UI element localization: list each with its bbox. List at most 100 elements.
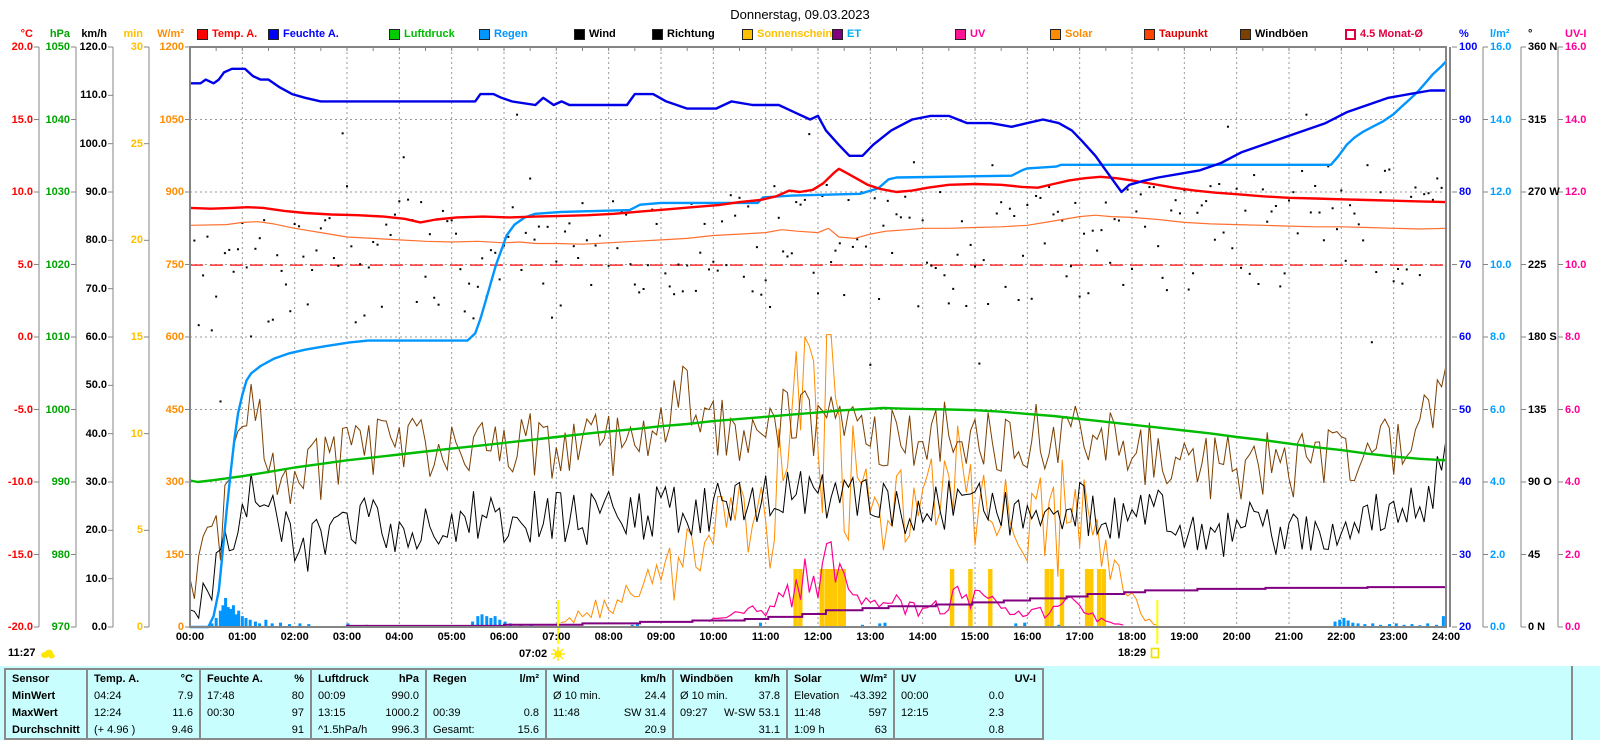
sunshine-axis-unit: min <box>123 28 143 40</box>
legend-label: Regen <box>494 28 528 40</box>
series-wind-direction-dot <box>1052 213 1055 216</box>
direction-axis-label: 180 S <box>1528 331 1557 343</box>
series-wind-direction-dot <box>808 133 811 136</box>
table-cell-value: 15.6 <box>517 723 539 736</box>
series-wind-direction-dot <box>537 225 540 228</box>
solar-axis-label: 600 <box>165 331 184 343</box>
wind-axis-label: 0.0 <box>91 621 107 633</box>
table-cell-label: Elevation <box>794 689 840 702</box>
time-axis-label: 08:00 <box>594 631 623 643</box>
direction-axis-label: 360 N <box>1528 41 1558 53</box>
series-wind-direction-dot <box>982 259 985 262</box>
series-wind-direction-dot <box>328 217 331 220</box>
time-axis-label: 20:00 <box>1222 631 1251 643</box>
series-wind-direction-dot <box>472 317 475 320</box>
time-axis-label: 19:00 <box>1170 631 1199 643</box>
series-wind-direction-dot <box>393 213 396 216</box>
series-wind-direction-dot <box>1414 186 1417 189</box>
series-wind-direction-dot <box>799 203 802 206</box>
series-rain-intensity-bar <box>244 617 248 627</box>
series-wind-direction-dot <box>1000 201 1003 204</box>
series-wind-direction-dot <box>337 264 340 267</box>
table-cell-label: 13:15 <box>318 706 346 719</box>
wind-axis-label: 80.0 <box>85 234 107 247</box>
legend-swatch <box>1345 28 1356 40</box>
series-wind-direction-dot <box>494 251 497 254</box>
series-wind-direction-dot <box>633 283 636 286</box>
table-col-name: Temp. A. <box>94 672 140 685</box>
solar-axis-label: 150 <box>165 548 184 561</box>
series-wind-direction-dot <box>646 264 649 267</box>
table-col-unit: km/h <box>640 672 666 685</box>
series-wind-direction-dot <box>673 293 676 296</box>
series-wind-direction-dot <box>376 243 379 246</box>
series-wind-direction-dot <box>725 264 728 267</box>
temp-axis-label: 20.0 <box>11 41 33 53</box>
table-cell-value: 80 <box>291 689 304 702</box>
table-cell-value: -43.392 <box>849 689 887 702</box>
series-rain-intensity-bar <box>307 624 311 627</box>
table-cell-value: 9.46 <box>171 723 193 736</box>
series-wind-direction-dot <box>1017 299 1020 302</box>
legend-item-solar: Solar <box>1050 28 1093 40</box>
series-wind-direction-dot <box>1357 223 1360 226</box>
series-wind-direction-dot <box>952 287 955 290</box>
temp-axis-label: -10.0 <box>7 476 33 488</box>
series-wind-direction-dot <box>524 231 527 234</box>
series-rain-intensity-bar <box>287 624 291 627</box>
series-wind-direction-dot <box>1388 168 1391 171</box>
table-col-wind: Wind km/h Ø 10 min. 24.4 11:48 SW 31.4 20.9 <box>547 670 674 738</box>
series-rain-intensity-bar <box>485 616 489 627</box>
wind-axis-label: 50.0 <box>85 379 107 392</box>
series-wind-direction-dot <box>886 199 889 202</box>
series-wind-direction-dot <box>516 113 519 116</box>
series-et <box>190 586 1446 628</box>
series-wind-direction-dot <box>1366 164 1369 167</box>
temp-axis-label: 5.0 <box>17 258 33 271</box>
wind-axis-label: 90.0 <box>85 186 107 198</box>
series-wind-direction-dot <box>1296 232 1299 235</box>
wind-axis-label: 110.0 <box>80 89 107 102</box>
series-wind-direction-dot <box>1096 249 1099 252</box>
series-wind-direction-dot <box>1192 272 1195 275</box>
table-col-unit: UV-I <box>1014 672 1036 685</box>
series-wind-direction-dot <box>834 249 837 252</box>
sensor-stats-table: Sensor MinWert MaxWert Durchschnitt Temp. A.… <box>4 668 1044 740</box>
series-wind-direction-dot <box>1405 268 1408 271</box>
series-wind-direction-dot <box>755 246 758 249</box>
series-rain-intensity-bar <box>489 617 493 627</box>
series-wind-direction-dot <box>350 245 353 248</box>
sunshine-axis-label: 30 <box>130 41 143 53</box>
time-axis-label: 11:00 <box>751 631 780 643</box>
series-wind-direction-dot <box>446 220 449 223</box>
series-wind-direction-dot <box>455 232 458 235</box>
series-wind-direction-dot <box>1065 275 1068 278</box>
series-wind-direction-dot <box>585 239 588 242</box>
series-sunshine-bar <box>949 569 955 627</box>
series-rain-intensity-bar <box>279 622 283 627</box>
table-cell-value: 37.8 <box>758 689 780 702</box>
series-sunshine-bar <box>1101 569 1107 627</box>
table-col-regen: Regen l/m² 00:39 0.8 Gesamt: 15.6 <box>427 670 547 738</box>
series-wind-direction-dot <box>210 329 213 332</box>
legend-label: Temp. A. <box>212 28 258 40</box>
series-wind-direction-dot <box>1231 247 1234 250</box>
series-wind-direction-dot <box>965 304 968 307</box>
table-col-name: Luftdruck <box>318 672 369 685</box>
series-wind-direction-dot <box>428 233 431 236</box>
series-wind-direction-dot <box>193 239 196 242</box>
legend-item-taupunkt: Taupunkt <box>1144 28 1208 40</box>
series-wind-direction-dot <box>202 274 205 277</box>
series-rain-intensity-bar <box>471 621 475 627</box>
wind-axis-label: 20.0 <box>85 524 107 537</box>
table-cell-label: 09:27 <box>680 706 708 719</box>
series-wind-direction-dot <box>1292 191 1295 194</box>
humidity-axis-unit: % <box>1459 28 1469 40</box>
series-rain-intensity-bar <box>1338 619 1342 627</box>
uv-axis-label: 14.0 <box>1565 113 1587 126</box>
solar-axis-label: 750 <box>165 258 184 271</box>
series-wind-direction-dot <box>721 220 724 223</box>
temp-axis-label: -20.0 <box>7 621 33 633</box>
pressure-axis-label: 970 <box>51 621 70 633</box>
